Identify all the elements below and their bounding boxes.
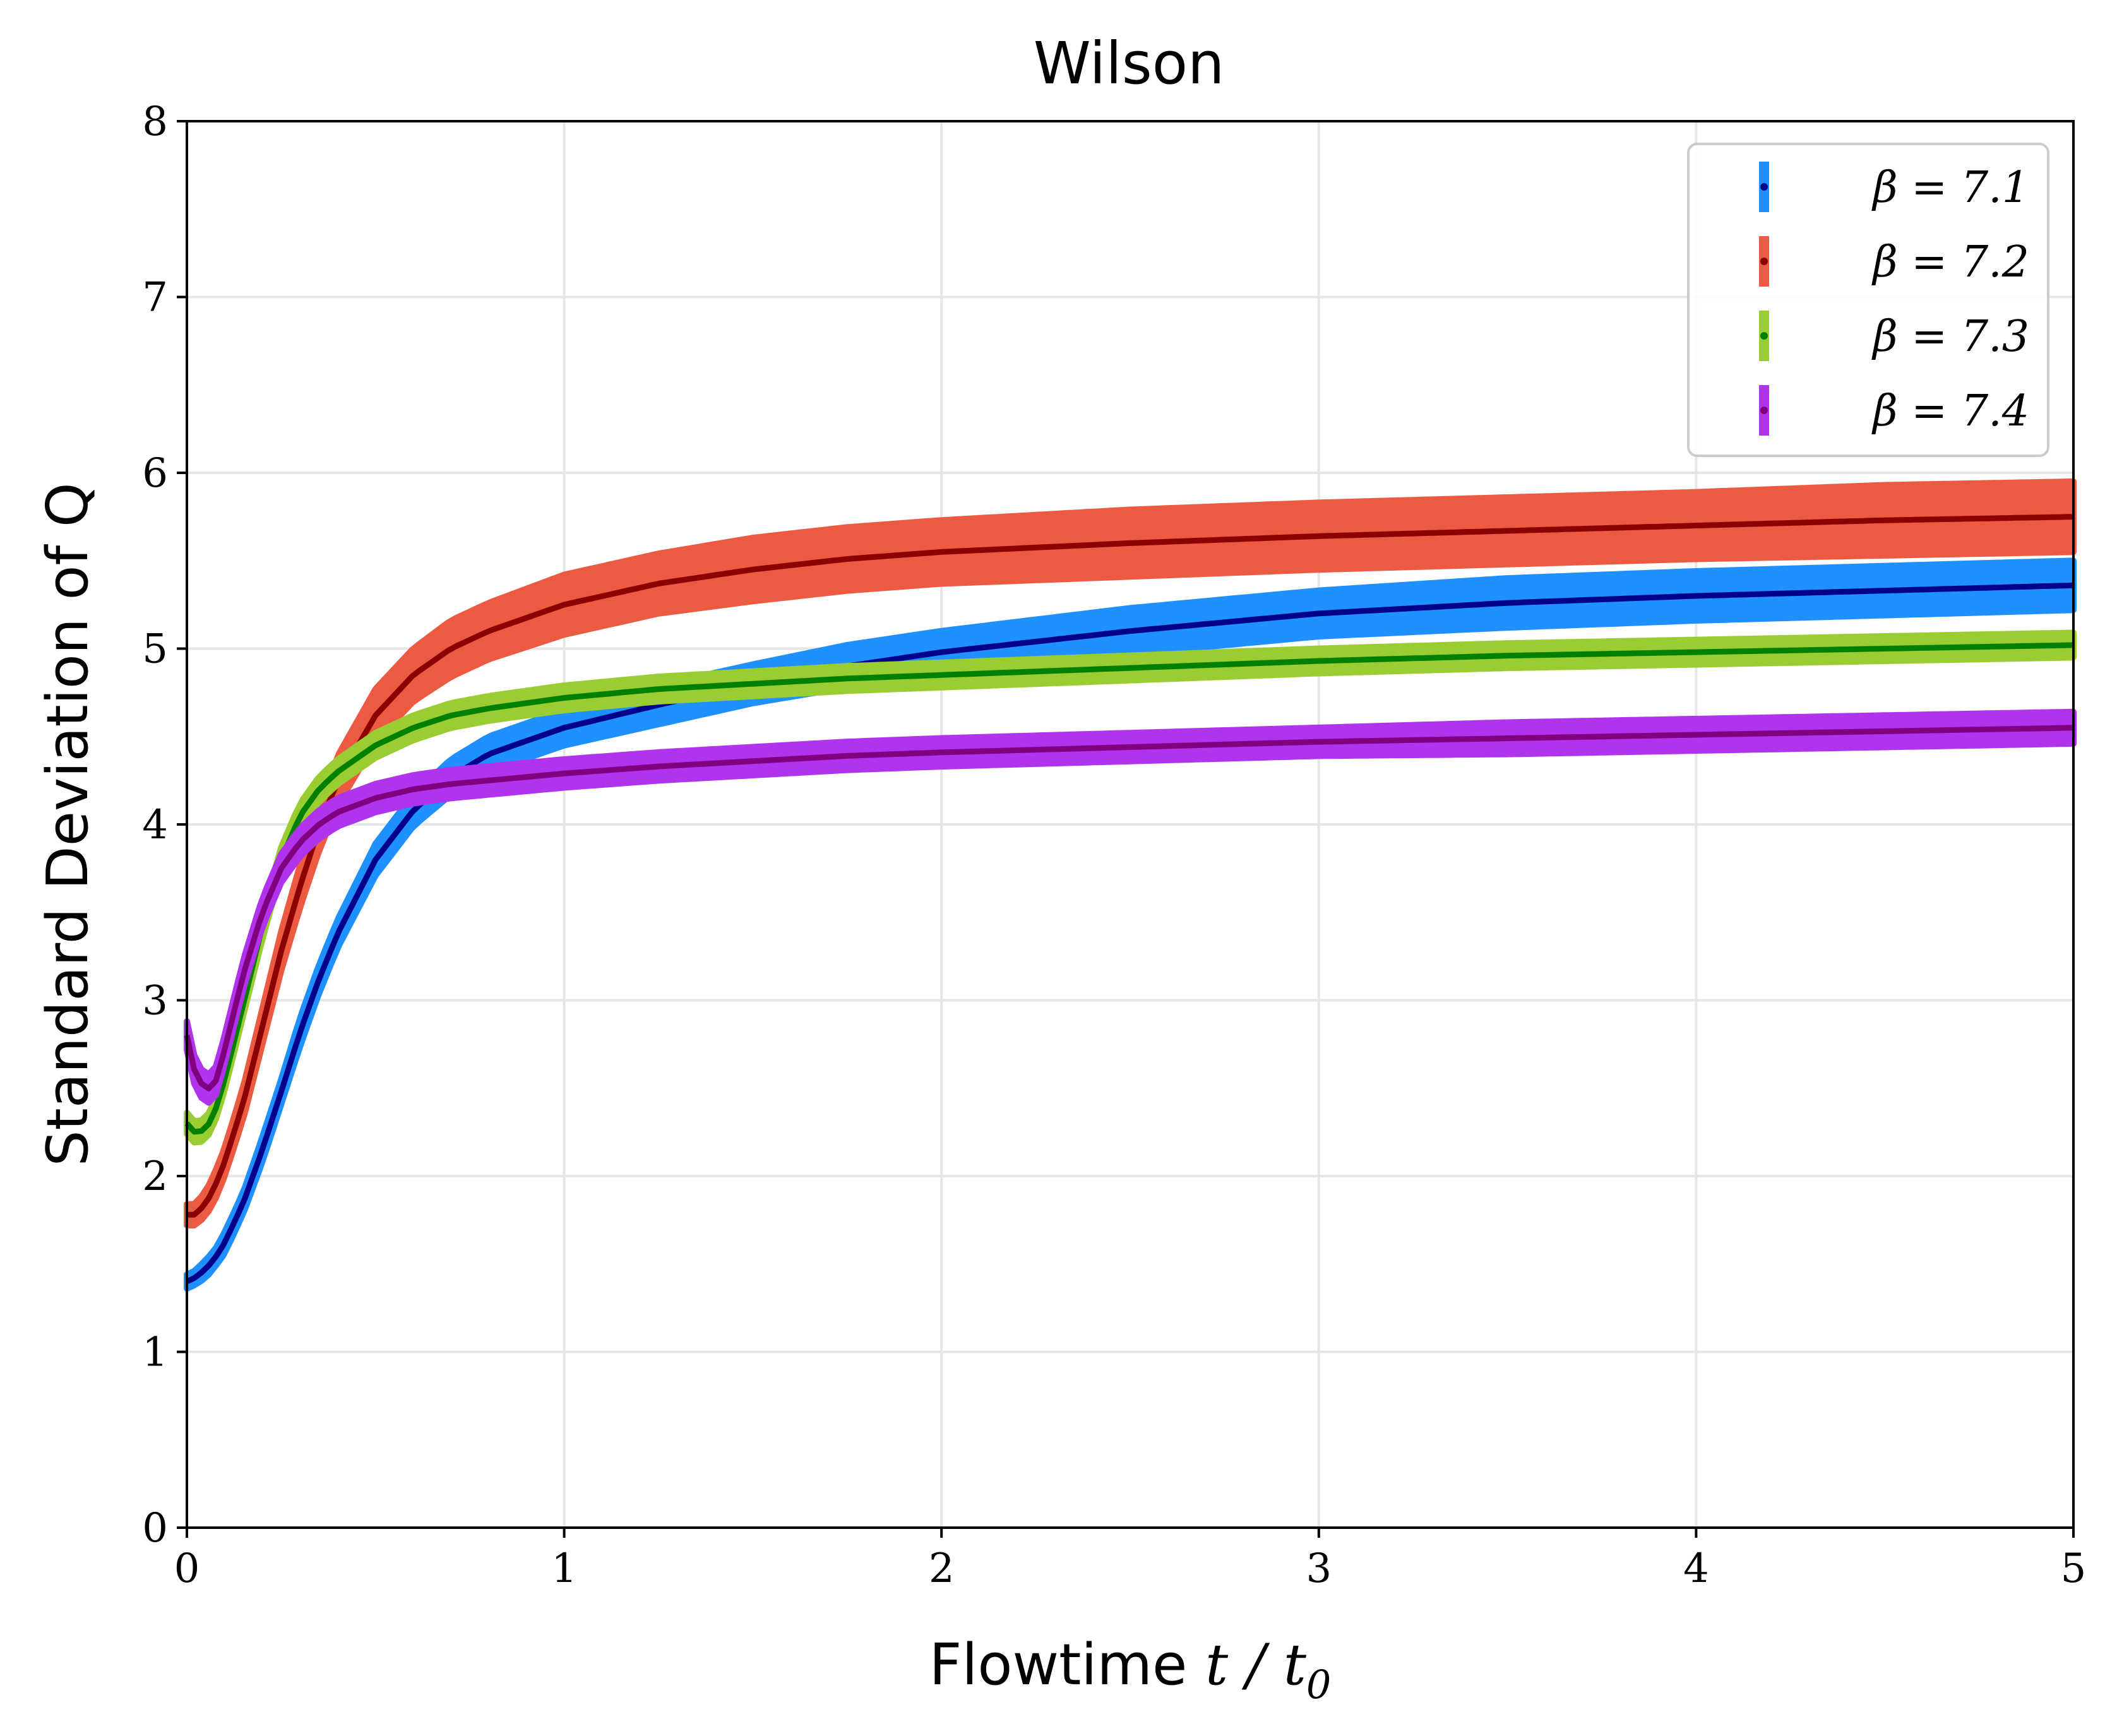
legend-swatch-marker (1760, 183, 1768, 191)
y-tick-label: 3 (142, 978, 168, 1025)
legend-label: β = 7.2 (1871, 237, 2029, 287)
y-tick-label: 2 (142, 1153, 168, 1200)
legend-frame (1687, 143, 2049, 457)
legend-label: β = 7.3 (1871, 312, 2029, 362)
series-4-line (184, 725, 2074, 1091)
legend-swatch-marker (1760, 332, 1768, 340)
series-1-line (186, 582, 2074, 1285)
tick-layer: 0 1 2 3 4 5 0 1 2 3 4 5 6 7 8 (142, 98, 2086, 1592)
x-tick-label: 1 (551, 1545, 577, 1592)
legend-swatch-marker (1760, 407, 1768, 414)
x-tick-label: 4 (1683, 1545, 1709, 1592)
x-tick-label: 5 (2061, 1545, 2087, 1592)
x-axis-label-main: Flowtime (929, 1632, 1205, 1698)
legend-item-1: β = 7.1 (1759, 162, 2029, 213)
y-tick-label: 6 (142, 450, 168, 497)
y-tick-label: 1 (142, 1329, 168, 1376)
legend-item-4: β = 7.4 (1759, 385, 2029, 436)
x-axis-label: Flowtime t / t0 (929, 1632, 1332, 1708)
legend-item-2: β = 7.2 (1759, 236, 2029, 287)
legend-label: β = 7.1 (1871, 163, 2029, 213)
y-tick-label: 4 (142, 802, 168, 848)
legend-swatch-marker (1760, 258, 1768, 265)
y-tick-label: 7 (142, 275, 168, 321)
series-2-line (187, 514, 2074, 1218)
x-axis-label-subscript: 0 (1306, 1662, 1331, 1708)
x-tick-label: 2 (929, 1545, 955, 1592)
chart-title: Wilson (1034, 30, 1225, 97)
legend-label: β = 7.4 (1871, 386, 2029, 436)
y-axis-label: Standard Deviation of Q (35, 482, 101, 1166)
x-axis-label-math: t / t (1205, 1632, 1307, 1698)
legend-item-3: β = 7.3 (1759, 311, 2029, 362)
y-tick-label: 8 (142, 98, 168, 145)
y-tick-label: 0 (142, 1505, 168, 1552)
legend: β = 7.1 β = 7.2 β = 7.3 β = 7.4 (1687, 143, 2049, 457)
y-tick-label: 5 (142, 626, 168, 673)
x-tick-label: 0 (174, 1545, 200, 1592)
x-tick-label: 3 (1306, 1545, 1332, 1592)
series-3-line (184, 642, 2074, 1135)
